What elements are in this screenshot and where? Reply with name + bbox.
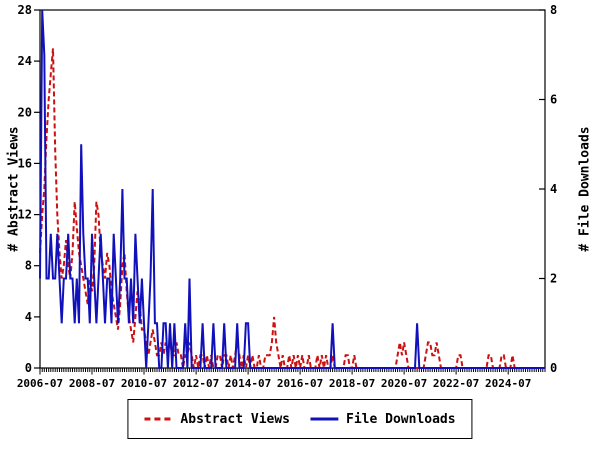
svg-text:2024-07: 2024-07 (485, 377, 531, 390)
svg-text:8: 8 (25, 259, 32, 273)
legend-item-abstract-views: Abstract Views (144, 412, 290, 427)
file-downloads-line (39, 9, 545, 369)
abstract-views-line (39, 48, 545, 369)
left-axis: 0 4 8 12 16 20 24 28 (18, 3, 40, 375)
left-axis-title: # Abstract Views (6, 126, 22, 252)
dashed-line-swatch (144, 417, 173, 421)
x-axis: 2006-07 2008-07 2010-07 2012-07 2014-07 2016-… (17, 368, 546, 390)
svg-text:2012-07: 2012-07 (173, 377, 219, 390)
right-axis: 0 2 4 6 8 (539, 3, 557, 375)
svg-text:8: 8 (550, 3, 557, 17)
svg-text:2014-07: 2014-07 (225, 377, 271, 390)
svg-text:2020-07: 2020-07 (381, 377, 427, 390)
svg-text:2018-07: 2018-07 (329, 377, 375, 390)
legend-label-abstract-views: Abstract Views (180, 411, 290, 427)
svg-text:20: 20 (18, 105, 32, 119)
svg-text:2022-07: 2022-07 (433, 377, 479, 390)
svg-text:2006-07: 2006-07 (17, 377, 63, 390)
legend: Abstract Views File Downloads (127, 399, 473, 439)
svg-text:2: 2 (550, 272, 557, 286)
legend-item-file-downloads: File Downloads (310, 412, 456, 427)
svg-text:6: 6 (550, 93, 557, 107)
svg-text:16: 16 (18, 156, 32, 170)
svg-text:4: 4 (25, 310, 32, 324)
svg-text:4: 4 (550, 182, 557, 196)
right-axis-title: # File Downloads (577, 126, 593, 252)
svg-text:2008-07: 2008-07 (69, 377, 115, 390)
svg-text:12: 12 (18, 208, 32, 222)
svg-text:24: 24 (18, 54, 32, 68)
svg-text:2010-07: 2010-07 (121, 377, 167, 390)
svg-text:0: 0 (550, 361, 557, 375)
solid-line-swatch (310, 417, 338, 421)
svg-text:2016-07: 2016-07 (277, 377, 323, 390)
svg-text:28: 28 (18, 3, 32, 17)
legend-label-file-downloads: File Downloads (346, 411, 456, 427)
svg-text:0: 0 (25, 361, 32, 375)
